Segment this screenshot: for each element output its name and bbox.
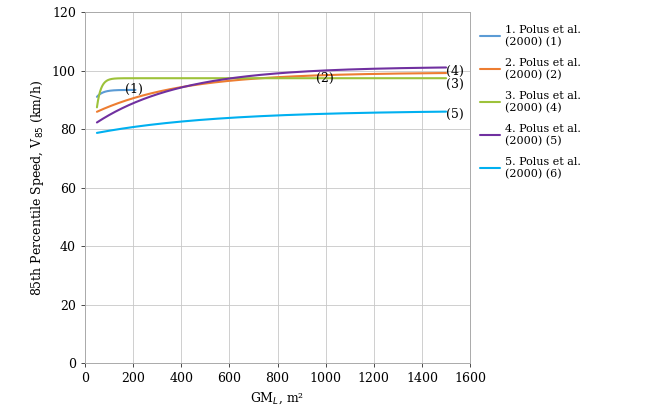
1. Polus et al.
(2000) (1) xyxy=(108,88,116,93)
4. Polus et al.
(2000) (5) xyxy=(247,74,255,78)
4. Polus et al.
(2000) (5) xyxy=(442,65,450,70)
4. Polus et al.
(2000) (5) xyxy=(372,66,379,71)
5. Polus et al.
(2000) (6) xyxy=(129,125,136,130)
5. Polus et al.
(2000) (6) xyxy=(372,110,379,115)
5. Polus et al.
(2000) (6) xyxy=(93,131,101,135)
Text: (1): (1) xyxy=(125,83,142,96)
Text: (5): (5) xyxy=(446,108,464,121)
Line: 5. Polus et al.
(2000) (6): 5. Polus et al. (2000) (6) xyxy=(97,112,446,133)
2. Polus et al.
(2000) (2) xyxy=(365,71,373,76)
4. Polus et al.
(2000) (5) xyxy=(234,75,242,80)
Line: 2. Polus et al.
(2000) (2): 2. Polus et al. (2000) (2) xyxy=(97,73,446,112)
4. Polus et al.
(2000) (5) xyxy=(129,101,136,106)
3. Polus et al.
(2000) (4) xyxy=(372,76,380,81)
1. Polus et al.
(2000) (1) xyxy=(93,94,101,99)
3. Polus et al.
(2000) (4) xyxy=(129,76,136,81)
Text: (2): (2) xyxy=(316,72,334,85)
2. Polus et al.
(2000) (2) xyxy=(372,71,379,76)
5. Polus et al.
(2000) (6) xyxy=(442,109,450,114)
2. Polus et al.
(2000) (2) xyxy=(247,76,255,81)
3. Polus et al.
(2000) (4) xyxy=(93,105,101,110)
5. Polus et al.
(2000) (6) xyxy=(333,111,341,116)
3. Polus et al.
(2000) (4) xyxy=(366,76,374,81)
5. Polus et al.
(2000) (6) xyxy=(247,114,255,119)
1. Polus et al.
(2000) (1) xyxy=(119,88,127,93)
1. Polus et al.
(2000) (1) xyxy=(110,88,118,93)
Line: 4. Polus et al.
(2000) (5): 4. Polus et al. (2000) (5) xyxy=(97,67,446,123)
5. Polus et al.
(2000) (6) xyxy=(234,115,242,120)
Text: (3): (3) xyxy=(446,78,464,91)
1. Polus et al.
(2000) (1) xyxy=(124,88,132,93)
X-axis label: GM$_L$, m²: GM$_L$, m² xyxy=(251,391,304,406)
3. Polus et al.
(2000) (4) xyxy=(233,76,241,81)
Line: 1. Polus et al.
(2000) (1): 1. Polus et al. (2000) (1) xyxy=(97,90,135,97)
2. Polus et al.
(2000) (2) xyxy=(93,109,101,114)
Line: 3. Polus et al.
(2000) (4): 3. Polus et al. (2000) (4) xyxy=(97,78,446,107)
Text: (4): (4) xyxy=(446,65,464,78)
1. Polus et al.
(2000) (1) xyxy=(131,88,139,93)
3. Polus et al.
(2000) (4) xyxy=(442,76,450,81)
Legend: 1. Polus et al.
(2000) (1), 2. Polus et al.
(2000) (2), 3. Polus et al.
(2000) (: 1. Polus et al. (2000) (1), 2. Polus et … xyxy=(479,25,581,179)
2. Polus et al.
(2000) (2) xyxy=(129,96,136,101)
3. Polus et al.
(2000) (4) xyxy=(333,76,341,81)
2. Polus et al.
(2000) (2) xyxy=(234,78,242,83)
Y-axis label: 85th Percentile Speed, V$_{85}$ (km/h): 85th Percentile Speed, V$_{85}$ (km/h) xyxy=(29,80,46,296)
2. Polus et al.
(2000) (2) xyxy=(333,72,341,77)
4. Polus et al.
(2000) (5) xyxy=(333,67,341,72)
3. Polus et al.
(2000) (4) xyxy=(234,76,242,81)
3. Polus et al.
(2000) (4) xyxy=(247,76,255,81)
4. Polus et al.
(2000) (5) xyxy=(365,66,373,71)
2. Polus et al.
(2000) (2) xyxy=(442,71,450,76)
5. Polus et al.
(2000) (6) xyxy=(365,110,373,115)
1. Polus et al.
(2000) (1) xyxy=(123,88,131,93)
4. Polus et al.
(2000) (5) xyxy=(93,120,101,125)
1. Polus et al.
(2000) (1) xyxy=(97,91,104,96)
